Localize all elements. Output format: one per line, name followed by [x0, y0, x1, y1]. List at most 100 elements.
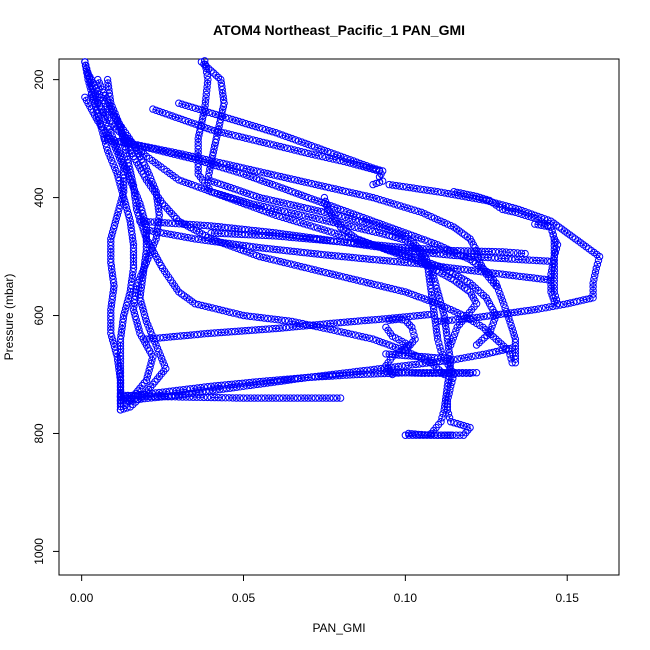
data-point	[159, 333, 168, 342]
data-point	[139, 307, 148, 315]
data-point	[262, 139, 271, 147]
data-point	[108, 292, 117, 300]
data-point	[188, 389, 197, 397]
data-point	[136, 199, 144, 208]
data-point	[290, 176, 299, 184]
data-point	[385, 341, 393, 349]
data-point	[209, 157, 217, 165]
data-point	[406, 321, 414, 329]
data-point	[155, 107, 164, 116]
data-point	[133, 395, 142, 403]
data-point	[140, 311, 149, 319]
data-point	[548, 263, 556, 271]
data-point	[401, 288, 410, 296]
data-point	[222, 165, 230, 173]
data-point	[289, 216, 297, 225]
data-point	[329, 394, 338, 402]
data-point	[415, 248, 423, 256]
data-point	[258, 124, 267, 133]
data-point	[364, 316, 373, 324]
data-point	[283, 394, 291, 402]
data-point	[536, 275, 545, 283]
data-point	[249, 173, 257, 182]
data-point	[168, 219, 176, 228]
data-point	[179, 220, 187, 228]
data-point	[423, 186, 431, 194]
data-point	[133, 319, 141, 327]
data-point	[333, 237, 341, 246]
data-point	[125, 172, 133, 181]
data-point	[243, 201, 251, 209]
data-point	[320, 193, 329, 202]
data-point	[260, 314, 268, 322]
data-point	[213, 190, 222, 198]
data-point	[158, 108, 167, 117]
data-point	[405, 361, 413, 369]
data-point	[347, 222, 355, 231]
data-point	[154, 145, 162, 153]
data-point	[246, 381, 255, 390]
data-point	[110, 123, 118, 131]
data-point	[589, 279, 597, 287]
data-point	[266, 255, 274, 263]
data-point	[469, 192, 477, 200]
data-point	[201, 302, 210, 310]
data-point	[353, 276, 361, 284]
data-point	[148, 356, 156, 364]
data-point	[160, 229, 168, 237]
data-point	[455, 369, 463, 377]
data-point	[476, 193, 484, 202]
data-point	[370, 280, 378, 289]
data-point	[492, 282, 500, 290]
data-point	[340, 153, 348, 162]
data-point	[508, 344, 516, 352]
data-point	[450, 264, 458, 272]
series-line	[389, 318, 416, 352]
data-point	[268, 394, 276, 402]
data-point	[372, 336, 380, 344]
data-point	[417, 208, 426, 217]
data-point	[301, 148, 309, 157]
data-point	[158, 388, 167, 396]
data-point	[478, 336, 486, 344]
data-point	[322, 394, 330, 402]
data-point	[391, 343, 400, 352]
data-point	[308, 265, 316, 273]
data-point	[225, 394, 233, 402]
data-point	[165, 111, 173, 119]
data-point	[193, 221, 201, 229]
data-point	[498, 270, 507, 278]
data-point	[239, 164, 248, 172]
data-point	[302, 322, 311, 330]
data-point	[210, 222, 219, 231]
data-point	[163, 230, 171, 238]
data-point	[285, 231, 294, 239]
data-point	[226, 195, 235, 203]
data-point	[276, 198, 284, 206]
data-point	[315, 215, 324, 224]
data-point	[449, 334, 457, 342]
data-point	[210, 178, 219, 186]
data-point	[229, 394, 237, 402]
data-point	[448, 337, 456, 346]
data-point	[283, 144, 292, 153]
data-point	[365, 255, 374, 263]
data-point	[153, 228, 161, 236]
data-point	[106, 153, 115, 161]
data-point	[431, 278, 439, 286]
data-point	[443, 431, 452, 439]
data-point	[362, 238, 371, 247]
data-point	[146, 327, 155, 336]
data-point	[205, 303, 213, 311]
data-point	[547, 288, 555, 296]
data-point	[262, 195, 271, 203]
data-point	[551, 248, 559, 257]
data-point	[456, 420, 465, 429]
data-point	[345, 253, 353, 261]
data-point	[115, 154, 124, 162]
data-point	[165, 387, 174, 395]
data-point	[452, 327, 460, 335]
data-point	[127, 139, 135, 148]
data-point	[447, 418, 455, 426]
data-point	[434, 300, 442, 308]
